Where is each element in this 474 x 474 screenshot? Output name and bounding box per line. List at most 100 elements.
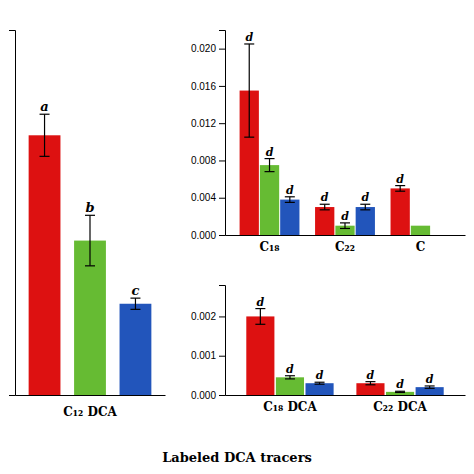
y-tick: 0.000 [191, 230, 225, 241]
y-axis [9, 31, 16, 396]
error-bar [130, 298, 140, 309]
error-bar-cap [320, 209, 330, 210]
error-bar-stem [260, 309, 261, 325]
y-tick: 0.020 [191, 43, 225, 54]
error-bar-stem [365, 204, 366, 210]
error-bar-stem [289, 197, 290, 203]
significance-label: d [396, 173, 404, 186]
significance-label: d [286, 184, 294, 197]
significance-label: d [266, 146, 274, 159]
bar [305, 383, 333, 395]
x-tick-label: C₂₂ DCA [373, 400, 427, 414]
y-tick-label: 0.000 [191, 390, 216, 401]
error-bar [395, 186, 405, 192]
x-tick: C₁₈ DCA [263, 395, 317, 414]
y-tick: 0.001 [191, 350, 225, 361]
y-tick: 0.012 [191, 118, 225, 129]
error-bar-cap [130, 309, 140, 310]
error-bar [85, 215, 95, 266]
bar [356, 383, 384, 395]
y-axis-line [219, 31, 226, 236]
error-bar [40, 114, 50, 156]
x-axis: C₁₈ DCA C₂₂ DCA [226, 395, 466, 414]
x-tick: C₁₈ [259, 235, 279, 254]
x-axis-line [226, 395, 466, 396]
bar [260, 165, 279, 235]
plot-marks [29, 114, 152, 395]
y-tick-mark [219, 86, 225, 87]
y-tick-mark [219, 123, 225, 124]
y-tick-mark [219, 49, 225, 50]
y-axis-line [219, 286, 226, 396]
annotations: abc [40, 99, 139, 298]
bar [416, 387, 444, 395]
y-axis: 0.000 0.001 0.002 [191, 286, 226, 401]
significance-label: d [341, 210, 349, 223]
y-tick-label: 0.020 [191, 43, 216, 54]
error-bar-cap [85, 265, 95, 266]
significance-label: d [396, 378, 404, 391]
error-bar-cap [395, 392, 405, 393]
y-axis: 0.000 0.004 0.008 0.012 0.016 0.020 [191, 31, 226, 241]
x-tick: C₂₂ DCA [373, 395, 427, 414]
x-tick-label: C₂₂ [335, 240, 355, 254]
error-bar [395, 391, 405, 392]
significance-label: d [426, 373, 434, 386]
error-bar-stem [269, 159, 270, 172]
error-bar [265, 159, 275, 172]
x-tick-label: C [416, 240, 426, 254]
x-axis-line [226, 235, 466, 236]
error-bar-cap [365, 384, 375, 385]
error-bar-cap [395, 191, 405, 192]
y-tick-mark [219, 235, 225, 236]
error-bar-stem [44, 114, 45, 156]
panel-0: abcC₁₂ DCA [9, 31, 166, 420]
x-tick-label: C₁₈ DCA [263, 400, 317, 414]
error-bar [244, 44, 254, 137]
error-bar [315, 382, 325, 384]
error-bar [285, 376, 295, 379]
error-bar-cap [285, 378, 295, 379]
bar [120, 304, 152, 395]
error-bar [320, 204, 330, 210]
y-tick-label: 0.004 [191, 192, 216, 203]
x-tick-label: C₁₈ [259, 240, 279, 254]
significance-label: d [316, 369, 324, 382]
y-axis-line [9, 31, 16, 396]
error-bar [365, 382, 375, 385]
significance-label: d [245, 31, 253, 44]
error-bar-stem [135, 298, 136, 309]
x-axis-title: Labeled DCA tracers [162, 450, 312, 465]
y-tick-mark [219, 160, 225, 161]
error-bar [360, 204, 370, 210]
error-bar-cap [360, 209, 370, 210]
x-tick: C [416, 235, 426, 254]
error-bar-stem [400, 186, 401, 192]
x-axis-line [16, 395, 166, 396]
y-tick-label: 0.012 [191, 118, 216, 129]
plot-marks [246, 309, 443, 395]
error-bar-cap [315, 384, 325, 385]
error-bar-cap [425, 388, 435, 389]
bar [280, 200, 299, 235]
error-bar [340, 223, 350, 229]
significance-label: c [131, 283, 139, 298]
y-tick: 0.016 [191, 81, 225, 92]
y-tick: 0.008 [191, 155, 225, 166]
y-tick-label: 0.002 [191, 311, 216, 322]
error-bar [255, 309, 265, 325]
significance-label: b [85, 200, 94, 215]
bar [276, 377, 304, 395]
x-tick: C₂₂ [335, 235, 355, 254]
bar [356, 207, 375, 235]
plot-marks [240, 44, 431, 235]
error-bar-cap [40, 156, 50, 157]
significance-label: d [367, 369, 375, 382]
x-axis: C₁₈ C₂₂ C [226, 235, 466, 254]
bar [391, 188, 410, 235]
y-tick-label: 0.016 [191, 81, 216, 92]
y-tick: 0.004 [191, 192, 225, 203]
error-bar-stem [344, 223, 345, 229]
annotations: dddddd [257, 296, 434, 392]
y-tick-mark [219, 316, 225, 317]
